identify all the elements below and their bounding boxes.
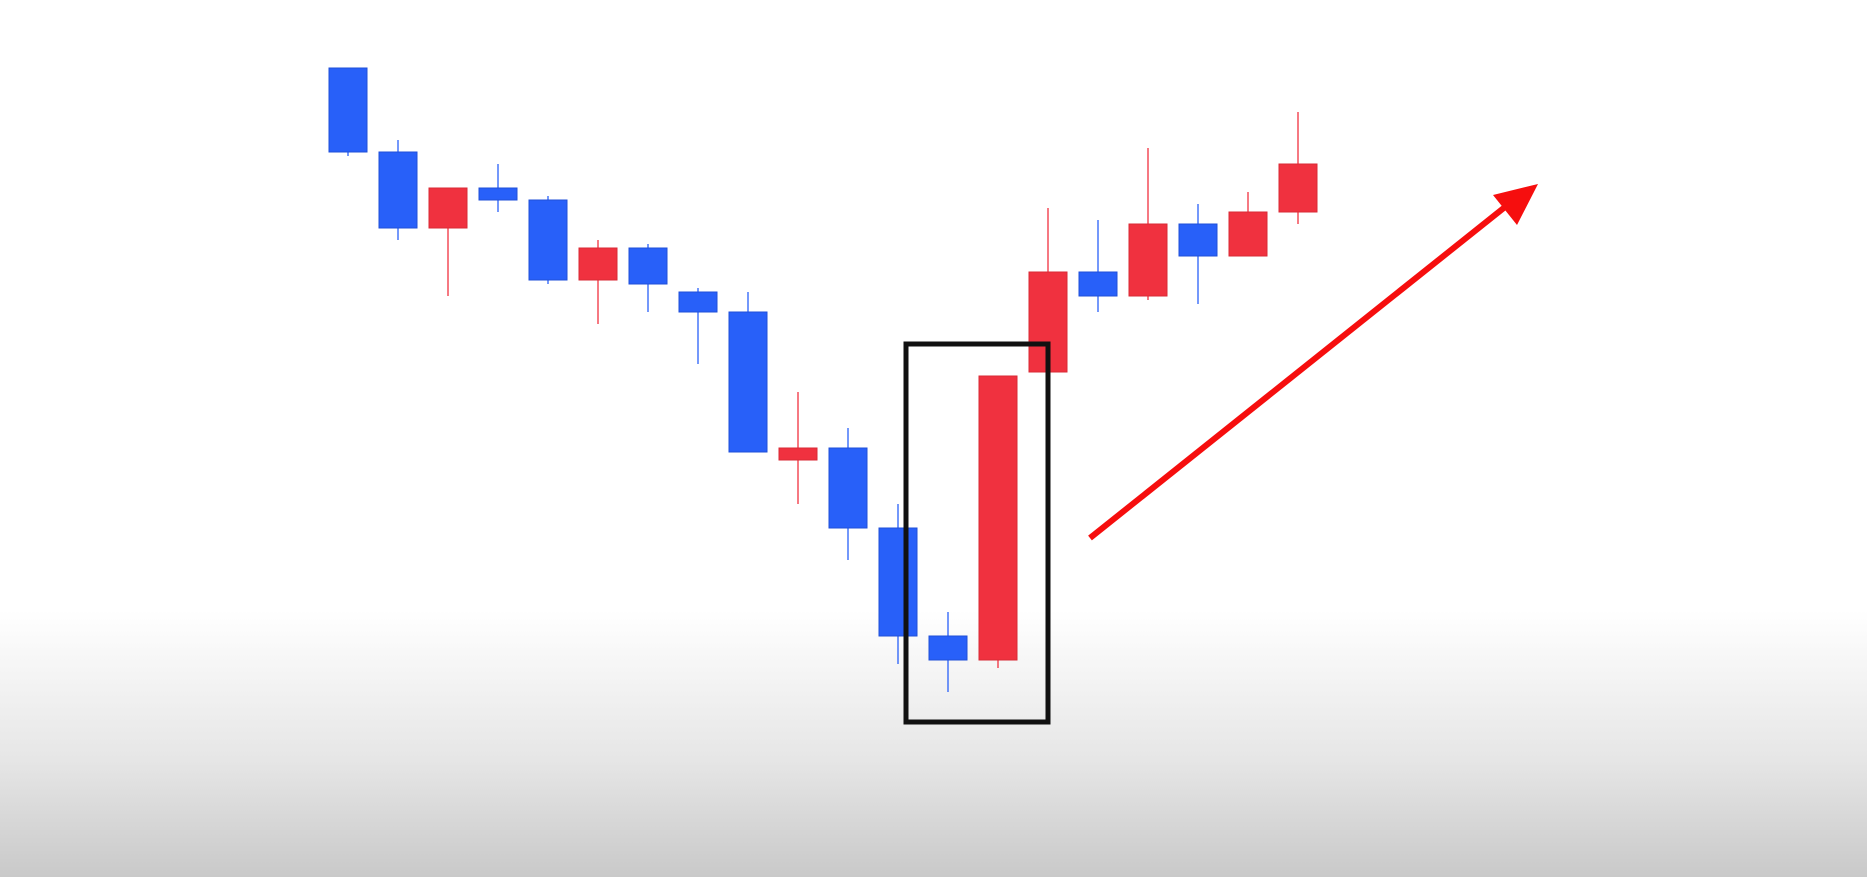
candle bbox=[378, 140, 418, 240]
trend-arrow-head bbox=[1493, 184, 1538, 225]
candle bbox=[728, 292, 768, 453]
candle bbox=[1278, 112, 1318, 224]
candle-body-bullish bbox=[1128, 223, 1168, 297]
candle bbox=[428, 187, 468, 296]
candle bbox=[578, 240, 618, 324]
candle bbox=[328, 67, 368, 156]
candle-body-bearish bbox=[628, 247, 668, 285]
candle bbox=[478, 164, 518, 212]
candle bbox=[828, 428, 868, 560]
candle bbox=[1078, 220, 1118, 312]
candle-body-bullish bbox=[578, 247, 618, 281]
trend-arrow-shaft bbox=[1088, 204, 1507, 541]
candle-body-bearish bbox=[528, 199, 568, 281]
candle bbox=[778, 392, 818, 504]
candle-body-bearish bbox=[378, 151, 418, 229]
candle bbox=[628, 244, 668, 312]
candle bbox=[878, 504, 918, 664]
candle bbox=[978, 375, 1018, 668]
trend-arrow bbox=[1088, 184, 1538, 541]
candle bbox=[1228, 192, 1268, 257]
candle bbox=[1128, 148, 1168, 300]
candle-body-bullish bbox=[778, 447, 818, 461]
candle-body-bearish bbox=[878, 527, 918, 637]
candle-body-bearish bbox=[678, 291, 718, 313]
candle-body-bearish bbox=[478, 187, 518, 201]
candle-body-bearish bbox=[1078, 271, 1118, 297]
candle bbox=[528, 196, 568, 284]
candle-body-bearish bbox=[1178, 223, 1218, 257]
candle-body-bullish bbox=[978, 375, 1018, 661]
candle-body-bullish bbox=[428, 187, 468, 229]
candle-body-bearish bbox=[828, 447, 868, 529]
highlight-box bbox=[903, 341, 1051, 725]
annotation-layer bbox=[903, 184, 1538, 725]
candle-body-bullish bbox=[1278, 163, 1318, 213]
candle bbox=[928, 612, 968, 692]
candle-body-bearish bbox=[728, 311, 768, 453]
candle bbox=[1178, 204, 1218, 304]
candles-layer bbox=[328, 67, 1318, 692]
candle-body-bearish bbox=[328, 67, 368, 153]
candle-body-bullish bbox=[1228, 211, 1268, 257]
candle bbox=[678, 288, 718, 364]
candle-body-bearish bbox=[928, 635, 968, 661]
